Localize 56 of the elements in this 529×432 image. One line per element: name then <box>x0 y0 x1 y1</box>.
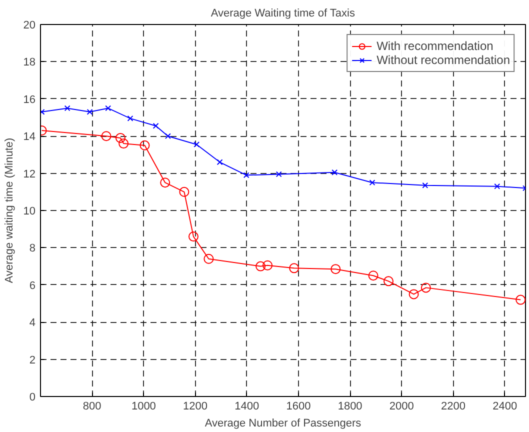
y-axis-title: Average waiting time (Minute) <box>3 138 16 284</box>
x-tick-label: 2200 <box>441 400 466 412</box>
point <box>164 133 171 140</box>
point <box>422 182 428 188</box>
y-tick-label: 6 <box>29 280 36 292</box>
x-tick-label: 1000 <box>131 400 156 412</box>
point <box>276 171 282 178</box>
y-tick-label: 14 <box>23 131 36 144</box>
x-tick-label: 1800 <box>338 400 362 412</box>
y-tick-label: 12 <box>23 168 36 180</box>
point <box>420 282 431 293</box>
point <box>289 263 300 274</box>
point <box>332 169 338 176</box>
y-tick-label: 20 <box>23 20 36 32</box>
point <box>384 276 394 286</box>
point <box>64 105 70 112</box>
point <box>256 261 266 272</box>
point <box>179 186 190 197</box>
x-axis-title: Average Number of Passengers <box>204 418 362 430</box>
x-tick-label: 2000 <box>389 400 414 412</box>
y-tick-label: 16 <box>23 94 36 106</box>
x-tick-label: 2400 <box>492 400 518 412</box>
x-tick-label: 800 <box>82 400 102 412</box>
point <box>262 260 273 270</box>
point <box>516 294 526 305</box>
x-tick-label: 1200 <box>183 400 208 412</box>
point <box>204 254 214 264</box>
x-tick-label: 1600 <box>286 400 311 412</box>
point <box>152 122 159 129</box>
point <box>86 108 93 115</box>
point <box>369 180 376 186</box>
point <box>368 270 378 281</box>
point <box>127 115 134 122</box>
point <box>101 131 112 142</box>
legend-label: Without recommendation <box>376 53 510 67</box>
point <box>243 172 250 178</box>
point <box>115 132 126 143</box>
legend-label: With recommendation <box>376 39 494 53</box>
point <box>494 183 500 190</box>
point <box>330 264 341 274</box>
x-tick-label: 1400 <box>234 400 260 412</box>
point <box>216 159 223 166</box>
point <box>194 141 200 148</box>
y-tick-label: 8 <box>29 242 36 255</box>
point <box>188 232 198 242</box>
chart-title: Average Waiting time of Taxis <box>210 8 356 20</box>
y-tick-label: 10 <box>23 206 36 218</box>
point <box>140 140 150 150</box>
y-tick-label: 2 <box>29 354 36 366</box>
y-tick-label: 0 <box>29 392 36 404</box>
y-tick-label: 4 <box>29 317 36 330</box>
point <box>118 138 129 149</box>
point <box>408 289 419 300</box>
point <box>105 105 112 112</box>
point <box>160 178 170 188</box>
y-tick-label: 18 <box>23 56 36 69</box>
